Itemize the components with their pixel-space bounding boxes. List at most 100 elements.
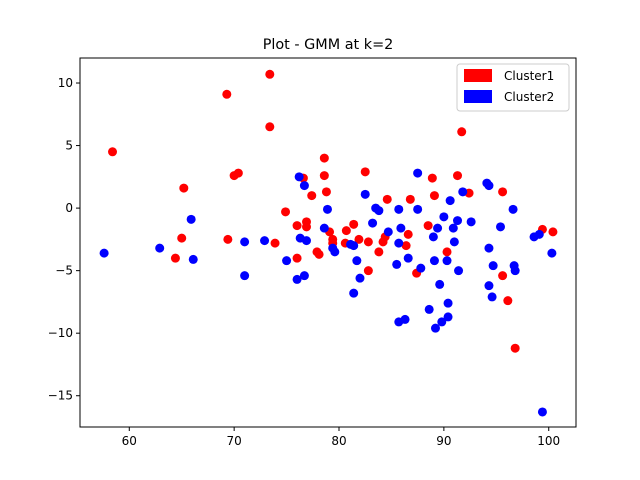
y-tick-label: −10 [48,326,73,340]
point-cluster1-21 [319,171,329,181]
point-cluster1-22 [321,187,331,197]
point-cluster2-42 [433,223,443,233]
point-cluster1-10 [270,238,280,248]
point-cluster1-30 [360,167,370,177]
point-cluster1-49 [498,271,508,281]
point-cluster1-7 [233,168,243,178]
point-cluster1-32 [363,266,373,276]
point-cluster2-26 [374,206,384,216]
plot-frame [79,57,577,428]
y-tick-label: −15 [48,389,73,403]
legend-swatch-cluster1 [464,69,492,82]
point-cluster2-28 [392,259,402,269]
point-cluster2-50 [448,223,458,233]
point-cluster2-52 [453,216,463,226]
point-cluster2-37 [416,263,426,273]
point-cluster1-16 [302,217,311,227]
point-cluster2-59 [484,281,494,291]
point-cluster1-17 [307,191,317,201]
x-tick-label: 70 [227,434,242,448]
point-cluster1-2 [177,233,187,243]
point-cluster2-41 [430,323,440,333]
point-cluster1-27 [341,226,351,236]
point-cluster2-35 [413,168,423,178]
x-tick-label: 90 [436,434,451,448]
point-cluster2-68 [537,407,547,417]
point-cluster2-34 [403,253,413,263]
point-cluster1-4 [222,89,232,99]
point-cluster2-21 [352,256,362,266]
y-tick-label: −5 [55,264,73,278]
legend: Cluster1 Cluster2 [456,63,570,112]
point-cluster2-17 [330,247,340,257]
point-cluster2-36 [413,204,423,214]
point-cluster2-51 [449,237,459,247]
point-cluster2-54 [458,187,468,197]
point-cluster2-63 [508,204,518,214]
point-cluster1-45 [453,171,463,181]
point-cluster2-1 [155,243,165,253]
point-cluster1-0 [108,147,118,157]
point-cluster2-13 [302,236,311,246]
point-cluster1-46 [457,127,467,137]
point-cluster2-8 [292,274,302,284]
point-cluster1-28 [349,219,359,229]
point-cluster1-38 [403,229,413,239]
point-cluster2-58 [484,181,494,191]
point-cluster2-46 [442,256,452,266]
point-cluster1-42 [427,173,437,183]
y-tick-label: 5 [65,139,73,153]
point-cluster1-20 [319,153,329,163]
legend-label-cluster1: Cluster1 [504,69,554,83]
point-cluster1-51 [510,343,520,353]
point-cluster2-43 [435,279,445,289]
point-cluster2-40 [429,256,439,266]
point-cluster2-62 [496,222,505,232]
point-cluster2-6 [260,236,270,246]
point-cluster2-57 [484,243,494,253]
point-cluster2-31 [394,238,404,248]
point-cluster2-65 [510,266,520,276]
point-cluster1-41 [423,221,433,231]
point-cluster2-47 [443,312,453,322]
data-points [99,69,558,417]
point-cluster2-3 [188,254,198,264]
point-cluster1-53 [548,227,558,237]
point-cluster1-33 [374,247,384,257]
point-cluster2-39 [428,232,438,242]
point-cluster1-37 [401,241,411,251]
y-tick-label: 10 [58,76,73,90]
point-cluster1-48 [498,187,508,197]
point-cluster2-27 [383,227,393,237]
x-tick-label: 100 [537,434,560,448]
point-cluster1-50 [503,296,513,306]
chart-title: Plot - GMM at k=2 [263,37,394,53]
point-cluster2-9 [294,172,304,182]
point-cluster2-0 [99,248,109,258]
point-cluster2-19 [349,241,359,251]
point-cluster1-9 [265,122,275,132]
legend-swatch-cluster2 [464,90,492,103]
point-cluster2-67 [534,229,544,239]
point-cluster1-8 [265,69,275,79]
point-cluster1-13 [292,253,302,263]
point-cluster2-69 [547,248,557,258]
point-cluster2-7 [282,256,292,266]
point-cluster2-30 [394,204,404,214]
point-cluster2-11 [299,181,309,191]
point-cluster2-15 [322,204,332,214]
point-cluster1-36 [382,194,392,204]
point-cluster2-55 [466,217,476,227]
point-cluster2-23 [360,189,370,199]
point-cluster2-32 [396,223,406,233]
point-cluster1-43 [429,191,439,201]
point-cluster1-39 [405,194,415,204]
point-cluster1-19 [314,249,324,259]
point-cluster2-12 [299,271,309,281]
point-cluster2-49 [445,196,455,206]
point-cluster1-29 [354,234,364,244]
point-cluster2-44 [437,317,447,327]
point-cluster1-1 [170,253,180,263]
point-cluster1-5 [223,234,233,244]
